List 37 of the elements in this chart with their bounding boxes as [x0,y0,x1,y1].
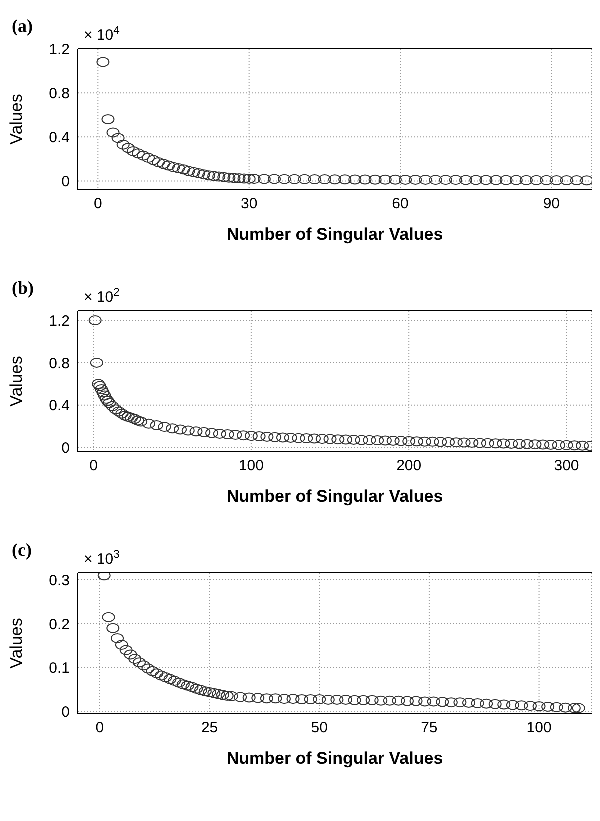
y-tick-label: 0.4 [49,129,70,146]
y-axis-title: Values [7,356,26,407]
y-tick-label: 0.8 [49,355,70,372]
text: × 10$^{3}$ [84,549,120,568]
x-axis-title: Number of Singular Values [226,225,444,244]
x-axis-title: Number of Singular Values [226,487,444,506]
y-tick-label: 1.2 [49,312,70,330]
chart-title: (b) [12,278,34,298]
y-tick-label: 0 [62,704,70,722]
y-tick-label: 0.8 [49,85,70,102]
y-tick-label: 1.2 [49,41,70,58]
x-tick-label: 100 [238,458,264,475]
x-tick-label: 0 [94,196,102,213]
chart-title: (c) [12,540,32,560]
y-axis-title: Values [7,618,26,669]
x-tick-label: 75 [421,720,438,737]
x-axis-title: Number of Singular Values [226,749,444,768]
y-tick-label: 0.2 [49,616,70,634]
text: × 10$^{2}$ [84,287,120,306]
y-tick-label: 0.3 [49,572,70,590]
x-tick-label: 25 [201,720,218,737]
y-tick-label: 0.4 [49,398,70,415]
y-axis-title: Values [7,94,26,145]
x-tick-label: 300 [554,458,580,475]
chart-title: (a) [12,16,33,36]
x-tick-label: 100 [526,720,552,737]
y-tick-label: 0 [62,440,70,458]
y-tick-label: 0 [62,174,70,191]
x-tick-label: 60 [392,196,409,213]
x-tick-label: 0 [90,458,98,475]
y-tick-label: 0.1 [49,660,70,678]
x-tick-label: 0 [96,720,104,737]
x-tick-label: 30 [240,196,258,213]
x-tick-label: 50 [311,720,328,737]
text: × 10$^{4}$ [84,25,120,44]
x-tick-label: 200 [396,458,422,475]
x-tick-label: 90 [543,196,560,213]
